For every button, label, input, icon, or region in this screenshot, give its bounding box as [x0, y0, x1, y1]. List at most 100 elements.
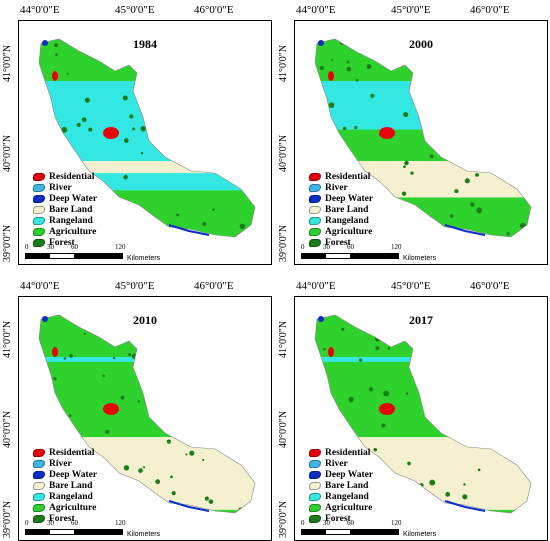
- forest-patch: [132, 57, 135, 61]
- legend-swatch: [309, 238, 321, 247]
- forest-patch: [478, 152, 481, 155]
- legend-item: Forest: [309, 237, 373, 248]
- forest-patch: [184, 430, 188, 433]
- lat-label-40: 40°0'0"N: [278, 134, 289, 172]
- forest-patch: [112, 356, 116, 360]
- forest-patch: [141, 219, 147, 225]
- forest-patch: [166, 439, 171, 444]
- urban-area-north: [328, 71, 334, 81]
- legend-item: River: [309, 182, 373, 193]
- forest-patch: [212, 373, 217, 378]
- forest-patch: [197, 363, 201, 367]
- forest-patch: [326, 158, 333, 165]
- forest-patch: [169, 396, 173, 400]
- lon-label-45: 45°0'0"E: [391, 280, 431, 292]
- legend-swatch: [309, 172, 321, 181]
- forest-patch: [55, 53, 58, 57]
- forest-patch: [178, 95, 182, 99]
- forest-patch: [53, 377, 57, 381]
- map-legend: Residential River Deep Water Bare Land Range…: [309, 447, 373, 524]
- map-panel-2000: 44°0'0"E 45°0'0"E 46°0'0"E 41°0'0"N 40°0…: [278, 0, 549, 265]
- legend-swatch: [309, 470, 321, 479]
- map-year-title: 2010: [133, 313, 157, 327]
- legend-swatch: [309, 503, 321, 512]
- forest-patch: [464, 178, 470, 184]
- forest-patch: [208, 499, 214, 504]
- legend-item: Residential: [309, 171, 373, 182]
- forest-patch: [212, 208, 215, 211]
- map-panel-2010: 44°0'0"E 45°0'0"E 46°0'0"E 41°0'0"N 40°0…: [2, 276, 273, 541]
- forest-patch: [105, 429, 110, 434]
- forest-patch: [61, 126, 68, 133]
- forest-patch: [419, 501, 425, 507]
- forest-patch: [176, 213, 180, 217]
- forest-patch: [193, 166, 199, 172]
- legend-item: Bare Land: [309, 204, 373, 215]
- lat-label-40: 40°0'0"N: [2, 134, 13, 172]
- forest-patch: [476, 207, 483, 214]
- forest-patch: [197, 406, 202, 410]
- legend-swatch: [309, 514, 321, 523]
- forest-patch: [123, 138, 129, 143]
- forest-patch: [506, 232, 510, 236]
- forest-patch: [155, 137, 159, 140]
- map-legend: Residential River Deep Water Bare Land Range…: [309, 171, 373, 248]
- forest-patch: [470, 202, 475, 207]
- legend-item: Forest: [33, 237, 97, 248]
- legend-label: Agriculture: [325, 502, 373, 513]
- forest-patch: [123, 465, 130, 471]
- scale-tick-0: 0: [25, 243, 29, 251]
- forest-patch: [315, 124, 319, 129]
- forest-patch: [204, 496, 209, 501]
- legend-item: River: [33, 182, 97, 193]
- legend-item: Deep Water: [33, 193, 97, 204]
- legend-label: Forest: [325, 237, 351, 248]
- lat-label-41: 41°0'0"N: [2, 44, 13, 82]
- forest-patch: [372, 470, 379, 477]
- legend-label: Residential: [325, 447, 371, 458]
- forest-patch: [175, 54, 180, 59]
- lat-label-39: 39°0'0"N: [2, 500, 13, 538]
- scale-bar: 0 30 60 120 Kilometers: [301, 243, 436, 262]
- forest-patch: [346, 60, 350, 64]
- forest-patch: [475, 173, 479, 177]
- forest-patch: [519, 64, 524, 69]
- map-panel-2017: 44°0'0"E 45°0'0"E 46°0'0"E 41°0'0"N 40°0…: [278, 276, 549, 541]
- forest-patch: [446, 422, 451, 427]
- scale-tick-0: 0: [301, 519, 305, 527]
- forest-patch: [381, 423, 386, 428]
- legend-swatch: [33, 216, 45, 225]
- legend-label: Deep Water: [49, 469, 98, 480]
- map-year-title: 2017: [409, 313, 433, 327]
- forest-patch: [505, 355, 508, 358]
- forest-patch: [514, 57, 517, 60]
- forest-patch: [454, 389, 458, 392]
- forest-patch: [454, 189, 459, 194]
- forest-patch: [202, 458, 205, 461]
- legend-label: Bare Land: [325, 480, 369, 491]
- forest-patch: [111, 53, 118, 60]
- forest-patch: [408, 499, 414, 505]
- forest-patch: [140, 512, 147, 513]
- forest-patch: [429, 359, 436, 365]
- legend-item: Residential: [309, 447, 373, 458]
- legend-swatch: [33, 492, 45, 501]
- forest-patch: [436, 116, 443, 123]
- urban-area-yerevan: [379, 127, 395, 139]
- forest-patch: [445, 393, 450, 399]
- forest-patch: [358, 358, 363, 362]
- forest-patch: [333, 160, 338, 166]
- lon-label-44: 44°0'0"E: [296, 280, 336, 292]
- forest-patch: [474, 443, 479, 448]
- forest-patch: [239, 223, 246, 230]
- forest-patch: [462, 365, 465, 368]
- forest-patch: [142, 499, 148, 505]
- forest-patch: [404, 160, 409, 166]
- scale-tick-120: 120: [115, 243, 126, 251]
- legend-item: Deep Water: [309, 193, 373, 204]
- legend-item: Agriculture: [309, 502, 373, 513]
- forest-patch: [331, 58, 334, 61]
- legend-label: Residential: [325, 171, 371, 182]
- forest-patch: [444, 383, 451, 390]
- forest-patch: [403, 165, 406, 169]
